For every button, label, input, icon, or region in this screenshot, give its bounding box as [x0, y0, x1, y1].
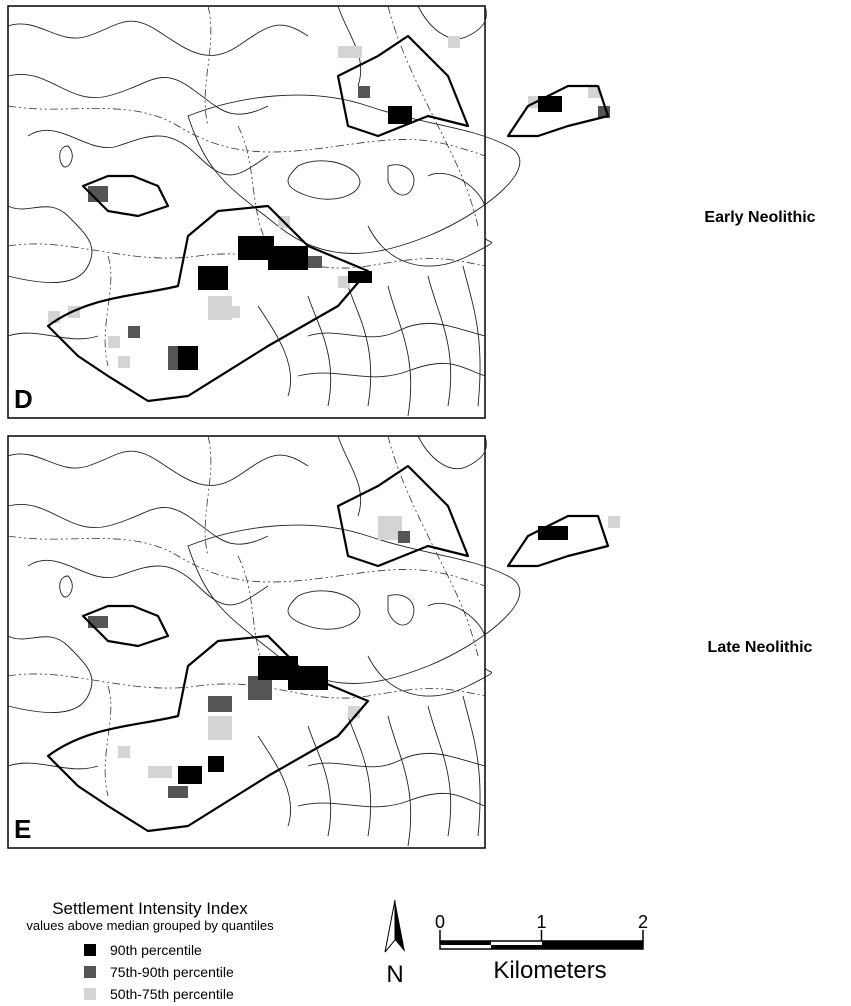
scale-tick-label: 1	[536, 912, 546, 932]
legend: Settlement Intensity Index values above …	[26, 899, 274, 1002]
scale-tick-label: 0	[435, 912, 445, 932]
scale-tick-label: 2	[638, 912, 648, 932]
legend-title: Settlement Intensity Index	[52, 899, 248, 918]
north-label: N	[386, 961, 403, 988]
legend-label: 50th-75th percentile	[110, 986, 234, 1002]
legend-subtitle: values above median grouped by quantiles	[26, 918, 274, 933]
panel-label: D	[14, 384, 33, 414]
legend-label: 90th percentile	[110, 942, 202, 958]
period-label: Late Neolithic	[708, 639, 813, 656]
legend-swatch	[84, 944, 96, 956]
legend-swatch	[84, 988, 96, 1000]
panel-d: D	[7, 5, 610, 419]
scale-unit: Kilometers	[493, 957, 606, 984]
scale-bar: Kilometers 0 1 2	[435, 912, 648, 984]
panel-label: E	[14, 814, 31, 844]
legend-label: 75th-90th percentile	[110, 964, 234, 980]
panel-e: E	[7, 435, 620, 849]
legend-swatch	[84, 966, 96, 978]
north-arrow: N	[384, 899, 405, 988]
period-label: Early Neolithic	[704, 209, 815, 226]
